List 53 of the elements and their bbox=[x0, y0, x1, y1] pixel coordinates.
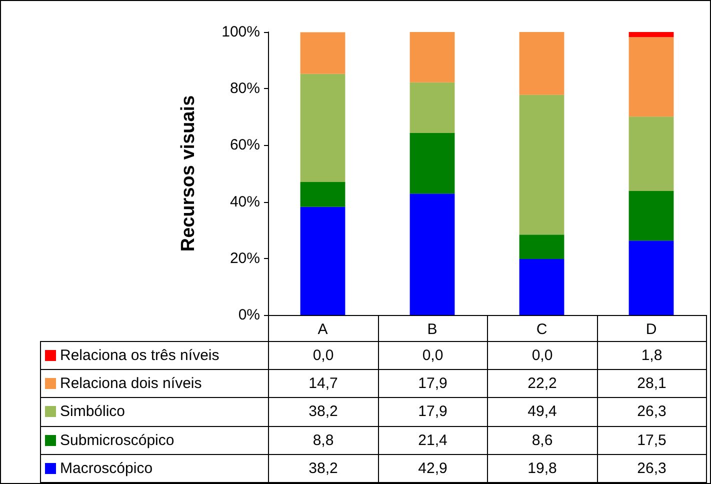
y-tick-label: 40% bbox=[230, 193, 260, 210]
bar bbox=[300, 32, 346, 74]
x-tick-label: C bbox=[536, 321, 548, 338]
bar bbox=[628, 240, 674, 315]
x-tick-label: A bbox=[318, 321, 328, 338]
bar bbox=[410, 32, 455, 82]
bar bbox=[628, 32, 674, 38]
y-tick-label: 100% bbox=[222, 24, 260, 40]
data-label: 1,8 bbox=[596, 341, 707, 370]
bar bbox=[519, 32, 564, 95]
bar bbox=[519, 258, 564, 315]
data-label: 8,6 bbox=[487, 426, 598, 455]
data-label: 26,3 bbox=[596, 454, 707, 483]
bar bbox=[300, 206, 346, 315]
data-label: 38,2 bbox=[268, 454, 378, 483]
x-tick-label: D bbox=[646, 321, 657, 338]
y-tick-label: 20% bbox=[230, 250, 260, 267]
bar bbox=[300, 182, 346, 207]
data-label: 17,5 bbox=[596, 426, 707, 455]
y-tick-label: 80% bbox=[230, 80, 260, 98]
bar bbox=[628, 191, 674, 241]
legend-label: Relaciona os três níveis bbox=[60, 347, 220, 364]
data-label: 0,0 bbox=[268, 341, 378, 370]
bar bbox=[628, 116, 674, 192]
bar bbox=[300, 74, 346, 182]
y-tick-label: 0% bbox=[238, 306, 260, 324]
data-label: 17,9 bbox=[378, 397, 488, 427]
bar bbox=[410, 194, 455, 315]
bar bbox=[628, 37, 674, 117]
data-label: 38,2 bbox=[268, 397, 378, 427]
data-label: 8,8 bbox=[268, 426, 378, 455]
data-label: 0,0 bbox=[378, 341, 488, 370]
y-tick-label: 60% bbox=[230, 136, 260, 154]
data-label: 17,9 bbox=[378, 369, 488, 398]
data-label: 21,4 bbox=[378, 426, 488, 455]
y-axis-title: Recursos visuais bbox=[178, 95, 199, 252]
bar bbox=[519, 94, 564, 235]
data-label: 28,1 bbox=[596, 369, 707, 398]
data-label: 19,8 bbox=[487, 454, 598, 483]
data-label: 26,3 bbox=[596, 397, 707, 427]
bar bbox=[519, 234, 564, 259]
legend-label: Submicroscópico bbox=[60, 432, 174, 449]
data-label: 0,0 bbox=[487, 341, 598, 370]
bar bbox=[410, 82, 455, 134]
legend-label: Simbólico bbox=[60, 403, 126, 420]
data-label: 14,7 bbox=[268, 369, 378, 398]
data-label: 42,9 bbox=[378, 454, 488, 483]
legend-label: Relaciona dois níveis bbox=[60, 375, 202, 392]
data-label: 49,4 bbox=[487, 397, 598, 427]
bar bbox=[410, 133, 455, 194]
data-label: 22,2 bbox=[487, 369, 598, 398]
x-tick-label: B bbox=[427, 321, 438, 338]
legend-label: Macroscópico bbox=[60, 460, 153, 477]
